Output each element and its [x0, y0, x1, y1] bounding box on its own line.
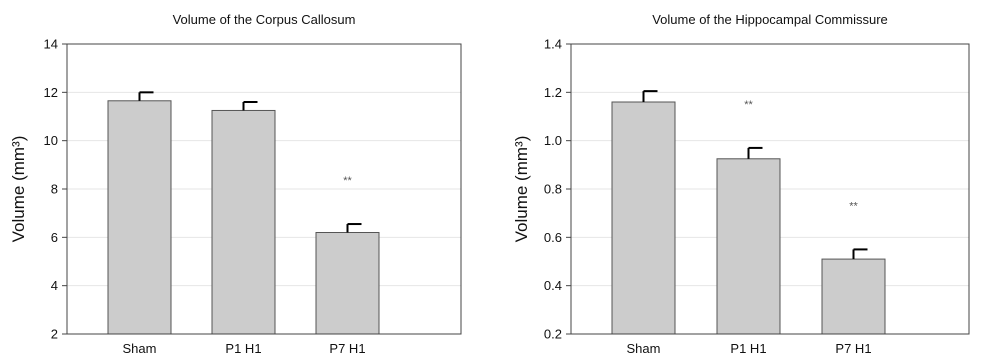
- y-tick-label: 0.6: [544, 230, 562, 245]
- bar: [315, 232, 380, 335]
- x-tick-label: Sham: [627, 341, 661, 356]
- bar: [211, 109, 276, 335]
- significance-label: **: [849, 200, 858, 212]
- y-tick-label: 10: [44, 133, 58, 148]
- x-tick-label: P1 H1: [730, 341, 766, 356]
- y-tick-label: 12: [44, 85, 58, 100]
- x-tick-label: P1 H1: [225, 341, 261, 356]
- y-tick-label: 0.2: [544, 327, 562, 342]
- y-tick-label: 0.8: [544, 182, 562, 197]
- chart-panel-2: Volume of the Hippocampal Commissure 0.2 0…: [512, 12, 970, 356]
- chart-title: Volume of the Hippocampal Commissure: [652, 12, 888, 27]
- chart-title: Volume of the Corpus Callosum: [173, 12, 356, 27]
- bar: [107, 100, 172, 335]
- plot-frame: [66, 43, 462, 335]
- y-tick-label: 1.0: [544, 133, 562, 148]
- x-tick-label: Sham: [123, 341, 157, 356]
- y-tick-label: 0.4: [544, 278, 562, 293]
- y-tick-label: 1.4: [544, 37, 562, 52]
- bar: [611, 101, 676, 335]
- plot-frame: [570, 43, 970, 335]
- bar: [821, 258, 886, 335]
- y-tick-label: 14: [44, 37, 58, 52]
- y-tick-label: 4: [51, 278, 58, 293]
- y-tick-label: 2: [51, 327, 58, 342]
- chart-panel-1: Volume of the Corpus Callosum 2 4 6 8 10 12 14 V…: [9, 12, 462, 356]
- significance-label: **: [744, 99, 753, 111]
- y-tick-label: 1.2: [544, 85, 562, 100]
- significance-label: **: [343, 175, 352, 187]
- y-tick-label: 6: [51, 230, 58, 245]
- x-tick-label: P7 H1: [835, 341, 871, 356]
- x-tick-label: P7 H1: [329, 341, 365, 356]
- bar: [716, 158, 781, 335]
- y-axis-label: Volume (mm³): [9, 136, 28, 243]
- y-axis-label: Volume (mm³): [512, 136, 531, 243]
- y-tick-label: 8: [51, 182, 58, 197]
